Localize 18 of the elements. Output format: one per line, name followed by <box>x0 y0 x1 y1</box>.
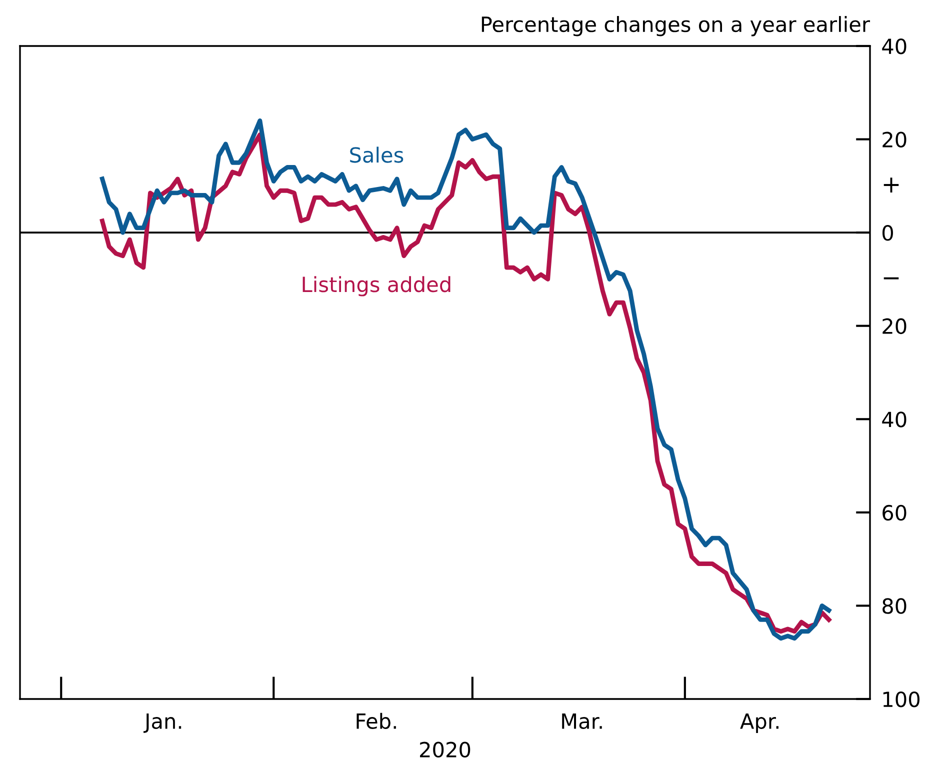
series-label: Listings added <box>302 276 450 296</box>
x-tick-label: Feb. <box>356 712 396 730</box>
y-tick-label: 20 <box>882 132 906 148</box>
series-label: Sales <box>350 146 404 163</box>
x-tick-label: Mar. <box>562 714 602 730</box>
y-tick-label: 40 <box>882 412 906 428</box>
y-tick-label: 20 <box>882 318 906 334</box>
x-tick-label: Apr. <box>740 714 778 734</box>
y-tick-label: 80 <box>882 598 906 614</box>
y-tick-label: 60 <box>882 504 906 521</box>
y-tick-label: 100 <box>883 691 920 708</box>
y-axis-title: Percentage changes on a year earlier <box>482 16 870 36</box>
text: − <box>884 277 899 280</box>
y-tick-label: 40 <box>882 38 906 54</box>
x-axis-title: 2020 <box>420 742 470 758</box>
text: + <box>884 178 899 192</box>
x-tick-label: Jan. <box>144 714 182 733</box>
y-tick-label: 0 <box>882 225 893 241</box>
